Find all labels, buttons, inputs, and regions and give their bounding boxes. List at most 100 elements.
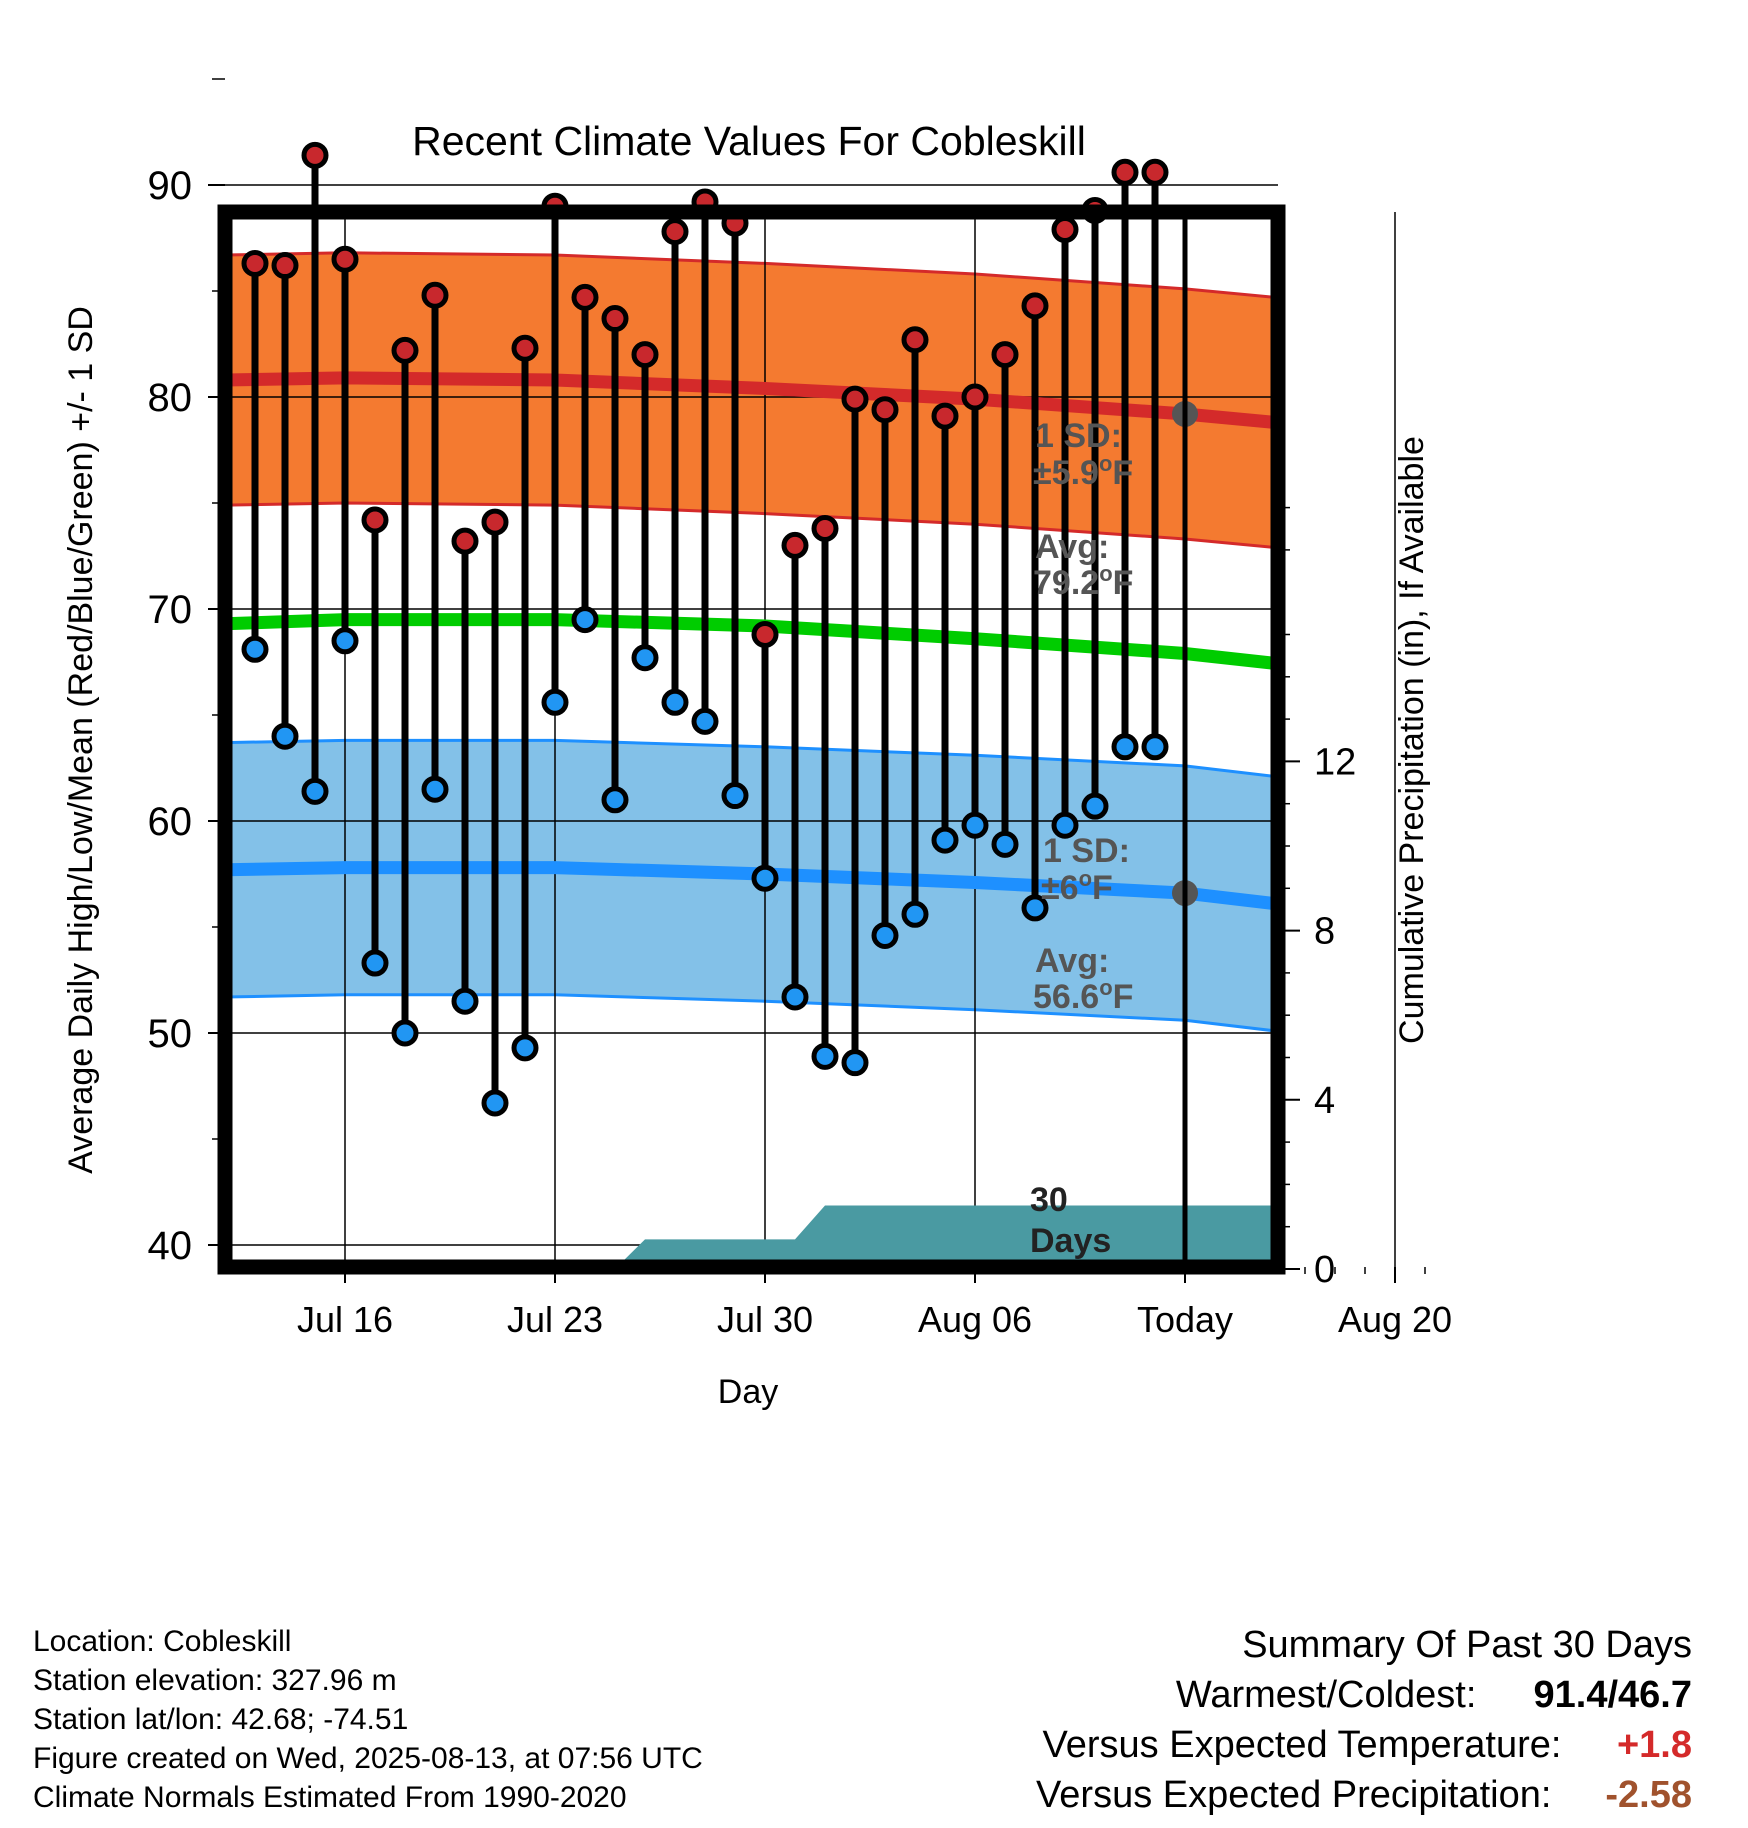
plot-border xyxy=(217,204,1286,1275)
low-point xyxy=(871,921,899,949)
summary-temp-row: Versus Expected Temperature: +1.8 xyxy=(1036,1720,1692,1770)
created-text: Figure created on Wed, 2025-08-13, at 07… xyxy=(33,1742,703,1775)
low-point xyxy=(571,606,599,634)
high-point xyxy=(481,508,509,536)
low-avg-value: 56.6oF xyxy=(1033,975,1133,1016)
normal-bands xyxy=(225,251,1278,1033)
x-axis-label: Day xyxy=(718,1373,778,1411)
plot-frame xyxy=(217,204,1286,1275)
chart-title: Recent Climate Values For Cobleskill xyxy=(412,118,1086,164)
low-point xyxy=(1081,792,1109,820)
low-sd-value: ±6oF xyxy=(1041,866,1113,907)
low-point xyxy=(721,782,749,810)
high-point xyxy=(391,336,419,364)
low-point xyxy=(751,864,779,892)
low-point xyxy=(781,983,809,1011)
low-avg-label: Avg: xyxy=(1035,942,1109,980)
low-point xyxy=(421,775,449,803)
high-point xyxy=(961,383,989,411)
summary-title: Summary Of Past 30 Days xyxy=(1242,1624,1692,1666)
low-point xyxy=(631,644,659,672)
low-point xyxy=(301,777,329,805)
high-point xyxy=(271,252,299,280)
elevation-text: Station elevation: 327.96 m xyxy=(33,1664,397,1697)
high-point xyxy=(451,527,479,555)
station-info: Location: Cobleskill Station elevation: … xyxy=(33,1622,703,1817)
low-point xyxy=(361,949,389,977)
x-tick-label: Aug 06 xyxy=(918,1299,1032,1340)
high-point xyxy=(661,218,689,246)
high-point xyxy=(811,514,839,542)
low-point xyxy=(451,987,479,1015)
precip-cumulative-area xyxy=(617,1205,1278,1267)
low-point xyxy=(241,635,269,663)
high-point xyxy=(331,245,359,273)
y-tick-label: 40 xyxy=(148,1224,193,1268)
x-tick-label: Jul 16 xyxy=(297,1299,393,1340)
high-point xyxy=(361,506,389,534)
high-point xyxy=(301,141,329,169)
precip-days-label: Days xyxy=(1030,1222,1111,1260)
low-point xyxy=(511,1034,539,1062)
low-point xyxy=(1051,811,1079,839)
precip-days-number: 30 xyxy=(1030,1181,1068,1219)
y2-tick-label: 4 xyxy=(1314,1080,1335,1122)
low-point xyxy=(841,1049,869,1077)
precip-area xyxy=(617,1205,1278,1267)
y2-tick-label: 12 xyxy=(1314,741,1356,783)
low-point xyxy=(661,688,689,716)
low-point xyxy=(691,707,719,735)
high-point xyxy=(991,341,1019,369)
y-tick-label: 90 xyxy=(148,164,193,208)
low-point xyxy=(1111,733,1139,761)
low-sd-band xyxy=(225,740,1278,1032)
high-point xyxy=(931,402,959,430)
high-point xyxy=(1051,216,1079,244)
high-sd-label: 1 SD: xyxy=(1035,417,1122,455)
high-point xyxy=(841,385,869,413)
low-point xyxy=(901,900,929,928)
high-point xyxy=(571,283,599,311)
high-point xyxy=(1141,158,1169,186)
x-tick-label: Jul 30 xyxy=(717,1299,813,1340)
y-tick-label: 70 xyxy=(148,588,193,632)
high-avg-label: Avg: xyxy=(1035,528,1109,566)
x-tick-label: Jul 23 xyxy=(507,1299,603,1340)
high-point xyxy=(511,334,539,362)
summary-precip-row: Versus Expected Precipitation: -2.58 xyxy=(1036,1770,1692,1820)
high-point xyxy=(601,305,629,333)
location-text: Location: Cobleskill xyxy=(33,1625,292,1658)
high-point xyxy=(781,531,809,559)
low-point xyxy=(1021,894,1049,922)
observed-series xyxy=(241,141,1198,1117)
low-point xyxy=(331,627,359,655)
y-tick-label: 60 xyxy=(148,800,193,844)
high-point xyxy=(631,341,659,369)
high-point xyxy=(901,326,929,354)
low-point xyxy=(481,1089,509,1117)
low-point xyxy=(601,786,629,814)
y2-axis-label: Cumulative Precipitation (in), If Availa… xyxy=(1393,436,1431,1044)
low-point xyxy=(541,688,569,716)
precip-value: -2.58 xyxy=(1605,1774,1692,1816)
high-point xyxy=(241,249,269,277)
high-point xyxy=(1021,292,1049,320)
low-point xyxy=(271,722,299,750)
low-point xyxy=(391,1019,419,1047)
y-tick-label: 80 xyxy=(148,376,193,420)
low-point xyxy=(811,1042,839,1070)
y-axis-label: Average Daily High/Low/Mean (Red/Blue/Gr… xyxy=(62,306,100,1174)
temp-label: Versus Expected Temperature: xyxy=(1042,1724,1562,1766)
low-point xyxy=(961,811,989,839)
warm-cold-label: Warmest/Coldest: xyxy=(1175,1674,1477,1716)
high-sd-band xyxy=(225,252,1278,548)
low-point xyxy=(1141,733,1169,761)
normals-text: Climate Normals Estimated From 1990-2020 xyxy=(33,1781,627,1814)
x-tick-label: Today xyxy=(1137,1299,1233,1340)
axis-labels: 40 50 60 70 80 90 Jul 16 Jul 23 Jul 30 Aug 06 Toda… xyxy=(62,118,1452,1411)
high-point xyxy=(751,620,779,648)
low-point xyxy=(991,830,1019,858)
y-tick-label: 50 xyxy=(148,1012,193,1056)
warm-cold-value: 91.4/46.7 xyxy=(1533,1674,1692,1716)
